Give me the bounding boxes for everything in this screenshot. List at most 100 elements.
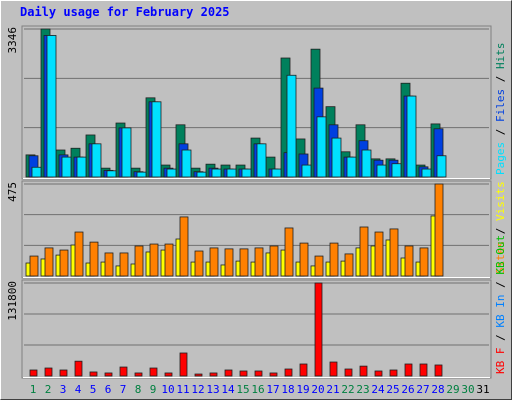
bar	[421, 168, 432, 178]
bar	[224, 369, 233, 377]
x-tick-label: 13	[206, 383, 219, 396]
bar	[29, 369, 38, 377]
bar	[389, 228, 399, 277]
bar	[149, 243, 159, 277]
y-tick-label: 475	[6, 182, 19, 202]
bar	[374, 370, 383, 377]
x-tick-label: 20	[311, 383, 324, 396]
panel-frame	[21, 279, 492, 379]
y-tick-label: 3346	[6, 27, 19, 54]
x-tick-label: 6	[105, 383, 112, 396]
bar	[179, 352, 188, 377]
bar	[271, 168, 282, 178]
bar	[106, 170, 117, 178]
bar	[151, 101, 162, 178]
bar	[374, 231, 384, 277]
x-tick-label: 10	[161, 383, 174, 396]
x-tick-label: 21	[326, 383, 339, 396]
bar	[436, 155, 447, 178]
bar	[209, 247, 219, 277]
x-tick-label: 18	[281, 383, 294, 396]
bar	[404, 363, 413, 377]
bar	[119, 252, 129, 277]
bar	[224, 248, 234, 277]
bar	[419, 363, 428, 377]
legend-entry: Pages	[494, 142, 507, 175]
bar	[31, 166, 42, 178]
bar	[194, 250, 204, 277]
x-tick-label: 11	[176, 383, 189, 396]
x-tick-label: 3	[60, 383, 67, 396]
bar	[284, 368, 293, 377]
bar	[181, 149, 192, 178]
bar	[136, 171, 147, 178]
legend-entry: Visits	[494, 181, 507, 221]
bar	[164, 372, 173, 377]
bar	[286, 74, 297, 178]
legend-separator: /	[494, 69, 507, 89]
bar	[179, 216, 189, 277]
bar	[344, 253, 354, 277]
bar	[254, 370, 263, 377]
bar	[166, 168, 177, 178]
bar	[391, 163, 402, 178]
legend-separator: /	[494, 221, 507, 241]
x-tick-label: 15	[236, 383, 249, 396]
bar	[29, 255, 39, 277]
bar	[404, 245, 414, 277]
x-tick-label: 8	[135, 383, 142, 396]
bar	[59, 249, 69, 277]
bar	[299, 363, 308, 377]
bar	[91, 143, 102, 178]
bar	[344, 368, 353, 377]
bar	[269, 372, 278, 377]
x-tick-label: 25	[386, 383, 399, 396]
legend-entry: KB F	[494, 348, 507, 375]
x-tick-label: 29	[446, 383, 459, 396]
bar	[434, 364, 443, 377]
x-tick-label: 26	[401, 383, 414, 396]
bar	[419, 247, 429, 277]
bar	[361, 149, 372, 178]
x-tick-label: 27	[416, 383, 429, 396]
legend: KB F / KB In / KB Out	[494, 235, 507, 374]
bar	[164, 243, 174, 277]
bar	[44, 247, 54, 277]
bar	[331, 137, 342, 178]
bar	[329, 242, 339, 277]
bar	[119, 366, 128, 377]
bar	[134, 372, 143, 377]
x-tick-label: 12	[191, 383, 204, 396]
bar	[241, 168, 252, 178]
legend-entry: Sites	[494, 241, 507, 274]
x-tick-label: 28	[431, 383, 444, 396]
bar	[89, 371, 98, 377]
x-tick-label: 4	[75, 383, 82, 396]
bar	[104, 252, 114, 277]
bar	[329, 361, 338, 377]
bar	[406, 95, 417, 178]
x-tick-label: 31	[476, 383, 489, 396]
x-tick-label: 5	[90, 383, 97, 396]
x-tick-label: 9	[150, 383, 157, 396]
bar	[226, 168, 237, 178]
legend-entry: Files	[494, 89, 507, 122]
y-tick-label: 131800	[6, 281, 19, 321]
bar	[256, 143, 267, 178]
bar	[89, 241, 99, 277]
x-tick-label: 14	[221, 383, 235, 396]
x-tick-label: 7	[120, 383, 127, 396]
legend-separator: /	[494, 122, 507, 142]
bar	[149, 367, 158, 377]
x-tick-label: 24	[371, 383, 385, 396]
x-tick-label: 30	[461, 383, 474, 396]
bar	[239, 370, 248, 377]
x-tick-label: 19	[296, 383, 309, 396]
legend-separator: /	[494, 275, 507, 295]
legend-entry: KB Out	[494, 235, 507, 275]
bar	[74, 360, 83, 377]
x-tick-label: 17	[266, 383, 279, 396]
bar	[254, 247, 264, 277]
bar	[209, 372, 218, 377]
